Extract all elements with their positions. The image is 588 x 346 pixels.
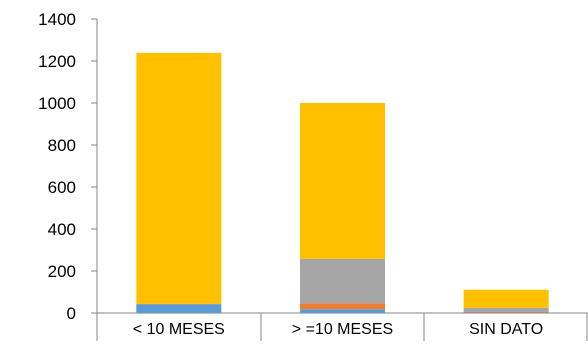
y-tick-label: 1400 bbox=[38, 10, 76, 29]
x-axis: < 10 MESES > =10 MESES SIN DATO bbox=[97, 313, 588, 341]
bar-segment-series-4 bbox=[136, 53, 221, 304]
bar-segment-series-4 bbox=[300, 103, 385, 259]
bar-segment-series-2 bbox=[464, 312, 549, 313]
bar-segment-series-1 bbox=[300, 309, 385, 313]
y-tick-label: 1200 bbox=[38, 52, 76, 71]
x-category-label: > =10 MESES bbox=[292, 321, 393, 338]
y-tick-label: 200 bbox=[48, 262, 76, 281]
x-category-label: < 10 MESES bbox=[133, 321, 225, 338]
y-axis: 0 200 400 600 800 1000 1200 1400 bbox=[38, 10, 97, 323]
x-category-label: SIN DATO bbox=[469, 321, 543, 338]
bar-segment-series-4 bbox=[464, 290, 549, 308]
y-tick-label: 1000 bbox=[38, 94, 76, 113]
bars bbox=[136, 53, 548, 313]
bar-segment-series-3 bbox=[300, 259, 385, 304]
y-tick-label: 800 bbox=[48, 136, 76, 155]
bar-segment-series-2 bbox=[300, 303, 385, 309]
y-tick-label: 400 bbox=[48, 220, 76, 239]
y-tick-label: 0 bbox=[67, 304, 76, 323]
bar-segment-series-1 bbox=[136, 304, 221, 313]
bar-segment-series-3 bbox=[464, 308, 549, 312]
y-tick-label: 600 bbox=[48, 178, 76, 197]
